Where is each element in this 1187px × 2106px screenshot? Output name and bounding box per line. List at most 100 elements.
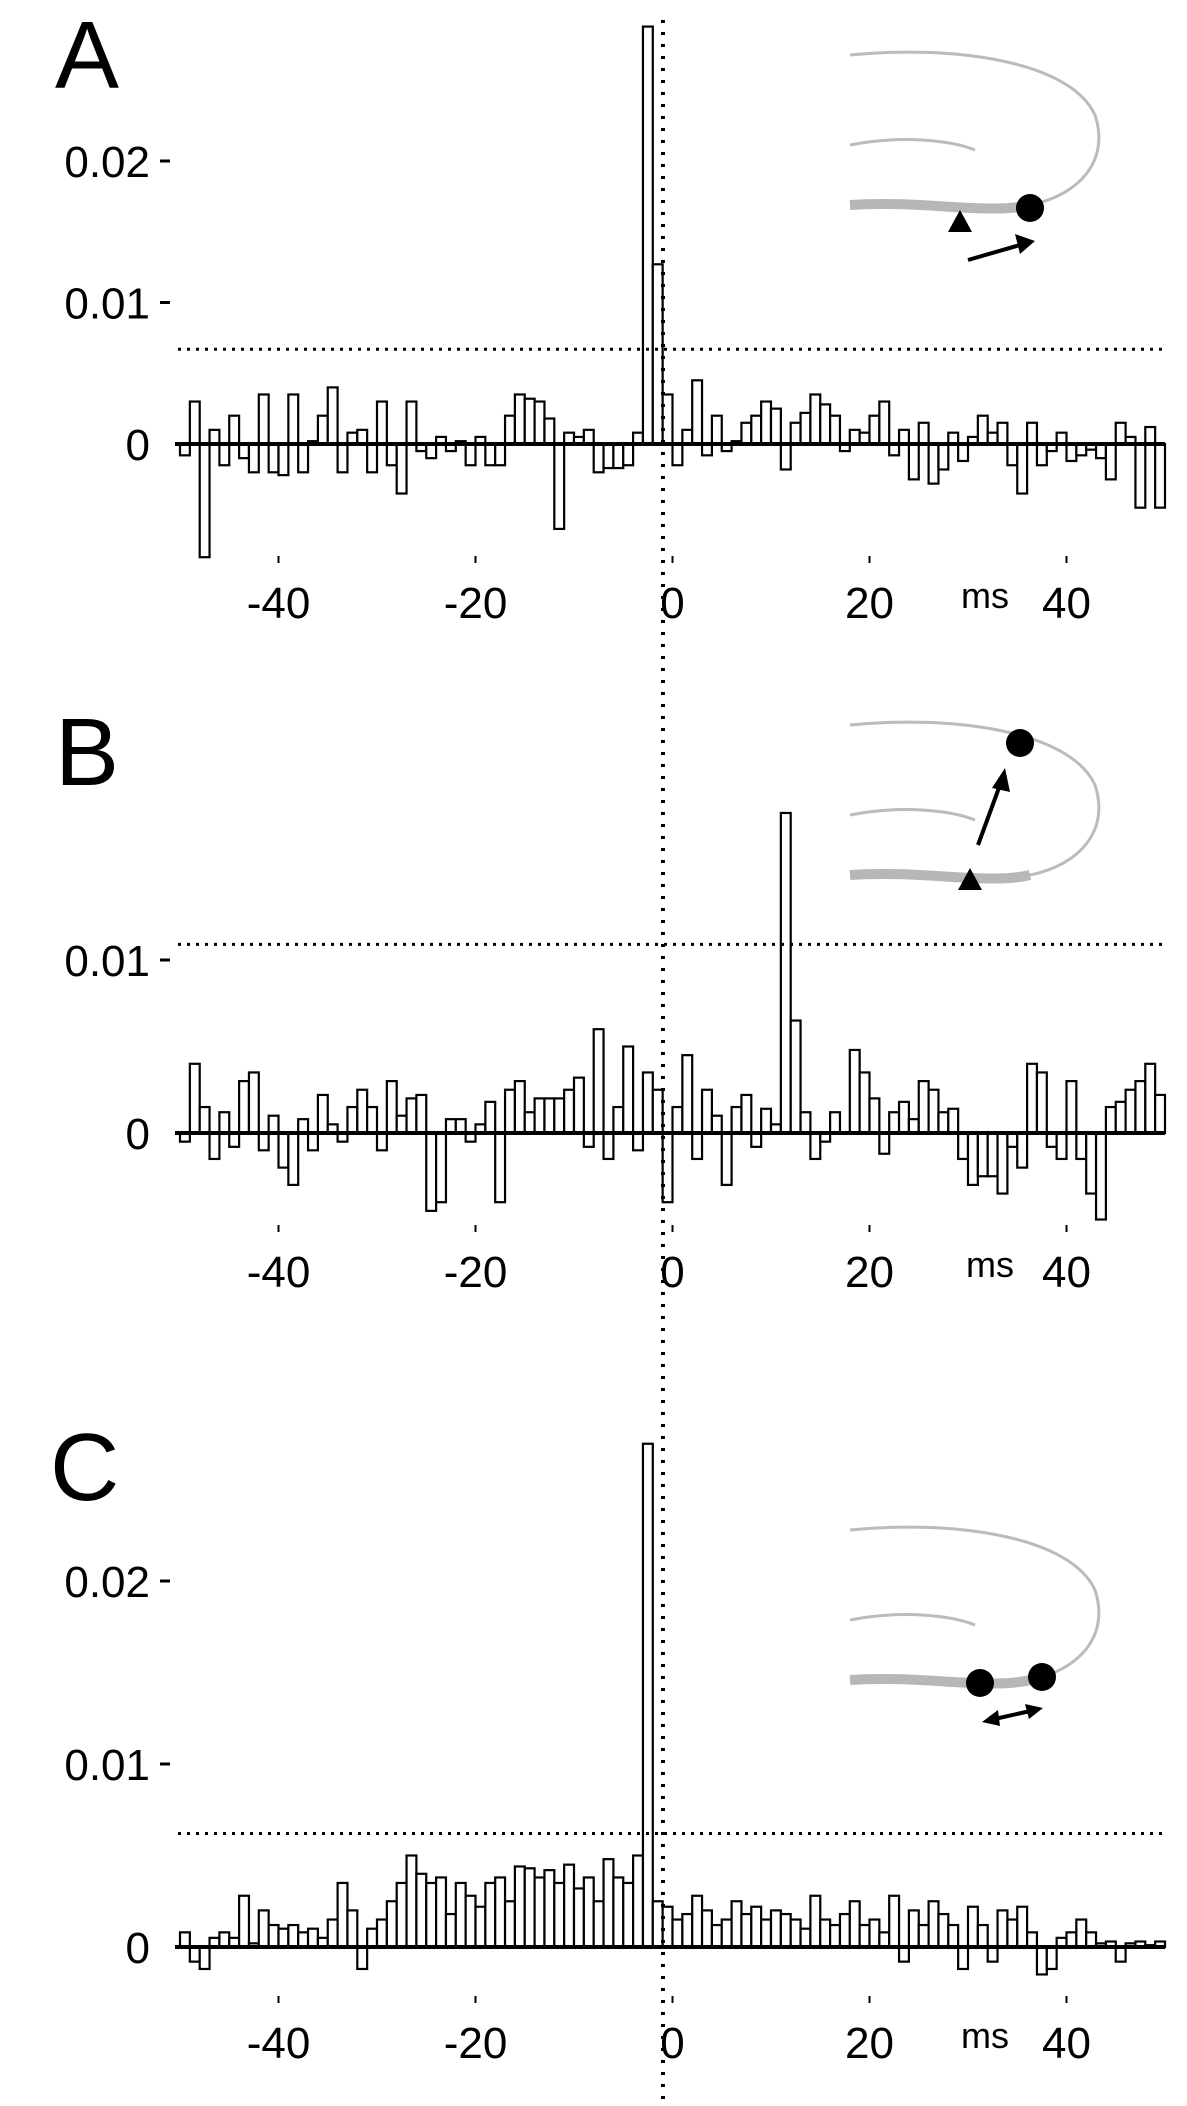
histogram-bar xyxy=(789,1019,802,1135)
histogram-bar xyxy=(1016,442,1029,495)
histogram-bar xyxy=(484,1881,497,1949)
panel-c-bars xyxy=(178,1442,1167,1976)
histogram-bar xyxy=(533,400,546,446)
neuron-outer-contour xyxy=(849,720,1101,877)
histogram-bar xyxy=(1025,421,1039,446)
y-tick-label: 0 xyxy=(126,1924,150,1973)
histogram-bar xyxy=(957,1131,970,1161)
x-tick-label: 0 xyxy=(660,1248,684,1297)
histogram-bar xyxy=(897,428,910,446)
histogram-bar xyxy=(287,1131,300,1187)
histogram-bar xyxy=(198,1105,211,1135)
histogram-bar xyxy=(306,1131,319,1152)
histogram-bar xyxy=(415,1872,428,1949)
histogram-bar xyxy=(848,1900,861,1949)
histogram-bar xyxy=(178,1931,191,1949)
histogram-bar xyxy=(503,414,516,446)
neuron-thick-band xyxy=(849,1673,1032,1689)
histogram-bar xyxy=(297,442,310,474)
histogram-bar xyxy=(622,442,635,467)
histogram-bar xyxy=(828,1923,842,1949)
histogram-bar xyxy=(277,442,290,477)
histogram-bar xyxy=(356,428,369,446)
neuron-thick-band xyxy=(849,198,1032,214)
panel-a: A 0 0.01 0.02 -40 -20 0 20 40 ms xyxy=(55,2,1167,628)
x-unit-label: ms xyxy=(961,2015,1009,2056)
histogram-bar xyxy=(1124,1088,1137,1135)
histogram-bar xyxy=(523,1111,536,1135)
x-tick-label: -20 xyxy=(444,2019,508,2068)
histogram-bar xyxy=(464,1894,477,1949)
histogram-bar xyxy=(917,1923,930,1949)
histogram-bar xyxy=(435,1876,448,1949)
histogram-bar xyxy=(976,1131,989,1178)
x-tick-label: 20 xyxy=(845,1248,894,1297)
histogram-bar xyxy=(553,1881,566,1949)
x-tick-label: -20 xyxy=(444,579,508,628)
y-tick-label: 0.01 xyxy=(64,937,150,986)
histogram-bar xyxy=(1006,1918,1019,1949)
histogram-bar xyxy=(1144,1062,1157,1135)
histogram-bar xyxy=(631,1854,645,1949)
histogram-bar xyxy=(1025,1931,1039,1949)
histogram-bar xyxy=(799,411,812,446)
y-tick-label: 0.02 xyxy=(64,138,150,187)
histogram-bar xyxy=(671,442,684,467)
panel-a-y-axis: 0 0.01 0.02 xyxy=(64,138,170,470)
neuron-inner-contour xyxy=(849,138,976,152)
x-tick-label: 0 xyxy=(660,579,684,628)
histogram-bar xyxy=(1075,1131,1088,1161)
histogram-bar xyxy=(277,1131,290,1169)
histogram-bar xyxy=(415,1093,428,1135)
histogram-bar xyxy=(760,1107,773,1135)
histogram-bar xyxy=(809,1131,822,1161)
histogram-bar xyxy=(336,1881,349,1949)
histogram-bar xyxy=(326,386,339,446)
histogram-bar xyxy=(907,442,920,481)
histogram-bar xyxy=(888,1111,901,1135)
histogram-bar xyxy=(789,1918,802,1949)
histogram-bar xyxy=(444,1912,457,1949)
panel-a-bars xyxy=(178,25,1167,559)
histogram-bar xyxy=(503,1088,516,1135)
histogram-bar xyxy=(218,1111,231,1135)
histogram-bar xyxy=(1075,1918,1088,1949)
histogram-bar xyxy=(907,1118,920,1135)
x-unit-label: ms xyxy=(961,575,1009,616)
histogram-bar xyxy=(937,442,950,471)
histogram-bar xyxy=(661,393,674,446)
histogram-bar xyxy=(494,1131,507,1204)
histogram-bar xyxy=(730,1900,743,1949)
panel-a-neuron-inset xyxy=(849,50,1101,262)
histogram-bar xyxy=(681,428,694,446)
histogram-bar xyxy=(503,1900,516,1949)
histogram-bar xyxy=(297,1118,310,1135)
histogram-bar xyxy=(671,1105,684,1135)
histogram-bar xyxy=(1094,1131,1108,1221)
histogram-bar xyxy=(602,1131,615,1161)
histogram-bar xyxy=(287,1923,300,1949)
histogram-bar xyxy=(494,1876,507,1949)
y-tick-label: 0.01 xyxy=(64,280,150,329)
histogram-bar xyxy=(464,442,477,467)
histogram-bar xyxy=(700,1088,713,1135)
histogram-bar xyxy=(366,1927,379,1949)
panel-c-x-axis: -40 -20 0 20 40 ms xyxy=(175,1832,1165,2068)
histogram-bar xyxy=(700,1909,713,1949)
histogram-bar xyxy=(346,1105,359,1135)
histogram-bar xyxy=(198,1945,211,1971)
histogram-bar xyxy=(947,1923,960,1949)
histogram-bar xyxy=(1006,1131,1019,1148)
histogram-bar xyxy=(858,1071,871,1135)
histogram-bar xyxy=(976,414,989,446)
y-tick-label: 0 xyxy=(126,421,150,470)
triangle-marker xyxy=(958,868,982,890)
histogram-bar xyxy=(828,1111,842,1135)
histogram-bar xyxy=(750,414,763,446)
arrow-shaft xyxy=(967,243,1021,262)
histogram-bar xyxy=(769,407,782,446)
histogram-bar xyxy=(799,1927,812,1949)
histogram-bar xyxy=(809,1894,822,1949)
histogram-bar xyxy=(750,1905,763,1949)
histogram-bar xyxy=(976,1923,989,1949)
